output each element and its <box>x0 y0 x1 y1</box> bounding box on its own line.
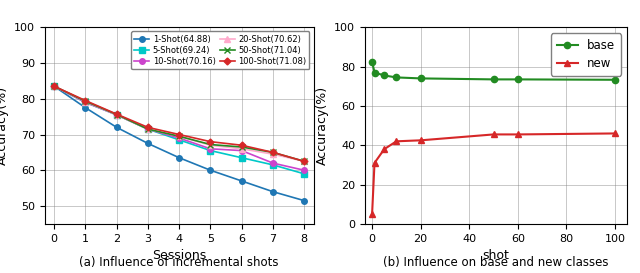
Line: 20-Shot(70.62): 20-Shot(70.62) <box>51 83 307 164</box>
Line: 10-Shot(70.16): 10-Shot(70.16) <box>51 84 307 173</box>
X-axis label: Sessions: Sessions <box>152 249 206 262</box>
1-Shot(64.88) <box>81 106 89 109</box>
new <box>417 139 424 142</box>
new <box>611 132 619 135</box>
10-Shot(70.16) <box>207 147 214 150</box>
20-Shot(70.62) <box>113 113 120 117</box>
base <box>611 78 619 81</box>
base <box>417 77 424 80</box>
20-Shot(70.62) <box>175 135 183 138</box>
new <box>371 161 378 165</box>
10-Shot(70.16) <box>238 149 246 152</box>
20-Shot(70.62) <box>81 100 89 103</box>
100-Shot(71.08) <box>207 140 214 143</box>
new <box>490 133 497 136</box>
100-Shot(71.08) <box>81 99 89 102</box>
5-Shot(69.24) <box>175 138 183 141</box>
10-Shot(70.16) <box>51 85 58 88</box>
100-Shot(71.08) <box>144 126 152 129</box>
20-Shot(70.62) <box>300 160 308 163</box>
100-Shot(71.08) <box>269 151 277 154</box>
5-Shot(69.24) <box>300 172 308 176</box>
100-Shot(71.08) <box>300 160 308 163</box>
10-Shot(70.16) <box>113 113 120 117</box>
1-Shot(64.88) <box>144 142 152 145</box>
base <box>380 74 388 77</box>
Line: 100-Shot(71.08): 100-Shot(71.08) <box>52 84 307 164</box>
50-Shot(71.04) <box>81 100 89 103</box>
20-Shot(70.62) <box>207 144 214 147</box>
10-Shot(70.16) <box>269 161 277 165</box>
5-Shot(69.24) <box>113 113 120 117</box>
5-Shot(69.24) <box>207 149 214 152</box>
5-Shot(69.24) <box>269 163 277 167</box>
base <box>368 60 376 63</box>
Text: (b) Influence on base and new classes: (b) Influence on base and new classes <box>383 256 609 269</box>
10-Shot(70.16) <box>300 169 308 172</box>
100-Shot(71.08) <box>238 144 246 147</box>
Y-axis label: Accuracy(%): Accuracy(%) <box>316 86 328 165</box>
Legend: base, new: base, new <box>550 33 621 76</box>
Line: new: new <box>369 130 618 217</box>
Legend: 1-Shot(64.88), 5-Shot(69.24), 10-Shot(70.16), 20-Shot(70.62), 50-Shot(71.04), 10: 1-Shot(64.88), 5-Shot(69.24), 10-Shot(70… <box>131 31 309 69</box>
50-Shot(71.04) <box>238 146 246 149</box>
1-Shot(64.88) <box>175 156 183 159</box>
1-Shot(64.88) <box>300 199 308 202</box>
20-Shot(70.62) <box>144 127 152 131</box>
Line: 5-Shot(69.24): 5-Shot(69.24) <box>51 84 307 177</box>
base <box>371 71 378 74</box>
base <box>392 76 400 79</box>
Line: base: base <box>369 59 618 83</box>
10-Shot(70.16) <box>175 136 183 140</box>
5-Shot(69.24) <box>144 127 152 131</box>
5-Shot(69.24) <box>238 156 246 159</box>
Y-axis label: Accuracy(%): Accuracy(%) <box>0 86 8 165</box>
50-Shot(71.04) <box>175 135 183 138</box>
50-Shot(71.04) <box>269 151 277 154</box>
5-Shot(69.24) <box>51 85 58 88</box>
Text: (a) Influence of incremental shots: (a) Influence of incremental shots <box>79 256 279 269</box>
1-Shot(64.88) <box>269 190 277 193</box>
1-Shot(64.88) <box>238 179 246 183</box>
5-Shot(69.24) <box>81 101 89 104</box>
100-Shot(71.08) <box>51 85 58 88</box>
100-Shot(71.08) <box>113 112 120 116</box>
X-axis label: shot: shot <box>483 249 509 262</box>
50-Shot(71.04) <box>300 160 308 163</box>
10-Shot(70.16) <box>81 101 89 104</box>
new <box>514 133 522 136</box>
20-Shot(70.62) <box>269 153 277 156</box>
20-Shot(70.62) <box>238 147 246 150</box>
new <box>380 147 388 151</box>
50-Shot(71.04) <box>51 85 58 88</box>
new <box>368 212 376 216</box>
1-Shot(64.88) <box>51 85 58 88</box>
Line: 1-Shot(64.88): 1-Shot(64.88) <box>51 84 307 203</box>
50-Shot(71.04) <box>144 127 152 131</box>
base <box>490 78 497 81</box>
base <box>514 78 522 81</box>
1-Shot(64.88) <box>207 169 214 172</box>
10-Shot(70.16) <box>144 127 152 131</box>
20-Shot(70.62) <box>51 85 58 88</box>
100-Shot(71.08) <box>175 133 183 136</box>
50-Shot(71.04) <box>113 113 120 116</box>
Line: 50-Shot(71.04): 50-Shot(71.04) <box>51 83 308 165</box>
50-Shot(71.04) <box>207 143 214 146</box>
new <box>392 140 400 143</box>
1-Shot(64.88) <box>113 126 120 129</box>
